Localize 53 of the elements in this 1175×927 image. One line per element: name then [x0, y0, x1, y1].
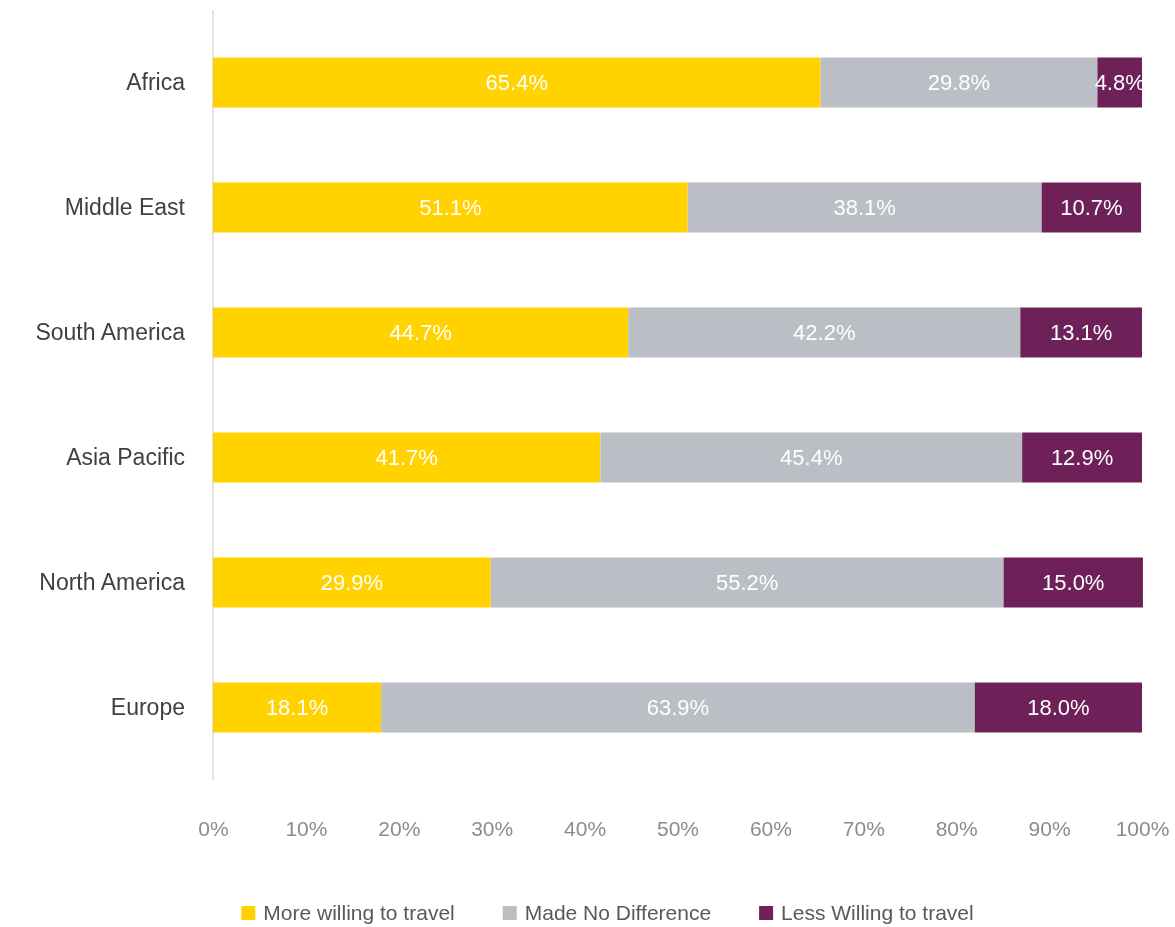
data-label: 51.1%	[419, 195, 482, 221]
bar	[600, 432, 1023, 483]
data-label: 41.7%	[375, 445, 438, 471]
data-label: 63.9%	[646, 695, 710, 721]
data-label: 18.1%	[265, 695, 329, 721]
x-tick-label: 90%	[1028, 816, 1071, 840]
bar	[490, 557, 1004, 608]
data-label: 15.0%	[1042, 570, 1105, 596]
x-tick-label: 70%	[842, 816, 885, 840]
data-label: 42.2%	[793, 320, 856, 346]
y-tick-label: Middle East	[64, 193, 186, 220]
data-label: 55.2%	[715, 570, 779, 596]
y-tick-label: North America	[39, 568, 186, 595]
legend-label: More willing to travel	[263, 901, 455, 925]
bar	[1020, 307, 1142, 358]
data-label: 18.0%	[1027, 695, 1090, 721]
bar	[213, 182, 688, 233]
x-tick-label: 30%	[471, 816, 514, 840]
x-tick-label: 10%	[285, 816, 328, 840]
bar	[1022, 432, 1142, 483]
legend-label: Less Willing to travel	[781, 901, 974, 925]
bar	[974, 682, 1142, 733]
data-label: 38.1%	[833, 195, 896, 221]
x-tick-label: 50%	[656, 816, 700, 840]
bar	[1041, 182, 1142, 233]
x-tick-label: 100%	[1115, 816, 1170, 840]
bar	[628, 307, 1021, 358]
data-label: 45.4%	[780, 445, 843, 471]
data-label: 29.8%	[927, 70, 991, 96]
bar	[213, 432, 601, 483]
y-tick-label: South America	[35, 318, 186, 345]
x-tick-label: 20%	[378, 816, 421, 840]
y-tick-label: Africa	[126, 68, 186, 95]
data-label: 12.9%	[1050, 445, 1114, 471]
y-tick-label: Europe	[110, 693, 185, 720]
data-label: 29.9%	[320, 570, 384, 596]
bar	[687, 182, 1042, 233]
bar	[213, 682, 382, 733]
legend-label: Made No Difference	[524, 901, 712, 925]
data-label: 65.4%	[485, 70, 548, 96]
bar	[213, 557, 491, 608]
data-label: 44.7%	[389, 320, 452, 346]
data-label: 10.7%	[1060, 195, 1123, 221]
y-tick-label: Asia Pacific	[66, 443, 185, 470]
x-tick-label: 40%	[564, 816, 607, 840]
data-label: 13.1%	[1049, 320, 1113, 346]
bar	[213, 57, 821, 108]
bar	[381, 682, 975, 733]
bar	[213, 307, 629, 358]
bar	[1003, 557, 1143, 608]
x-tick-label: 80%	[935, 816, 978, 840]
x-tick-label: 60%	[749, 816, 792, 840]
x-tick-label: 0%	[198, 816, 229, 840]
